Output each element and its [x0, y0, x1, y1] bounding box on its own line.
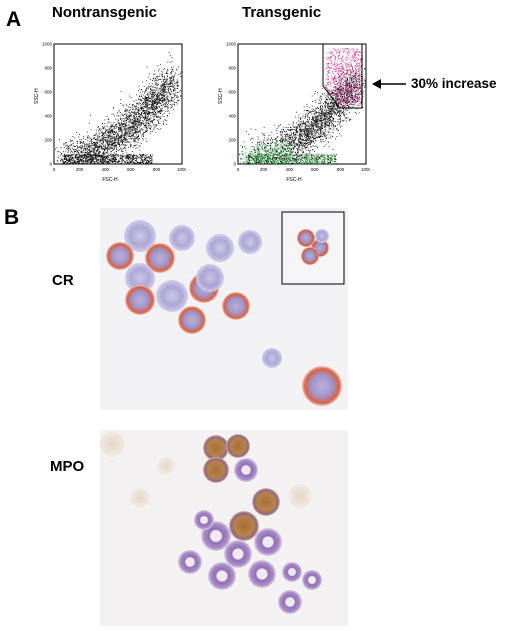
x-tick-label: 600 — [127, 167, 135, 172]
y-tick-label: 0 — [49, 162, 52, 167]
y-axis-label: SSC-H — [34, 88, 40, 104]
flow-plot-nontransgenic-svg: SSC-H FSC-H 0 200 400 600 800 1000 0 200 400 600… — [34, 42, 188, 184]
x-tick-label: 600 — [311, 167, 319, 172]
y-axis-label: SSC-H — [218, 88, 224, 104]
gate-region — [322, 44, 363, 109]
x-tick-label: 1000 — [361, 167, 370, 172]
y-tick-label: 600 — [44, 90, 52, 95]
x-tick-label: 400 — [101, 167, 109, 172]
x-tick-label: 800 — [337, 167, 345, 172]
y-tick-label: 400 — [228, 114, 236, 119]
cr-label: CR — [52, 272, 74, 289]
mpo-label: MPO — [50, 458, 85, 475]
arrow-icon — [372, 79, 406, 89]
mpo-micrograph-svg — [99, 430, 348, 626]
x-tick-label: 400 — [285, 167, 293, 172]
cr-micrograph-svg — [100, 208, 348, 410]
plot-title-nontransgenic: Nontransgenic — [52, 4, 158, 21]
x-tick-label: 0 — [237, 167, 240, 172]
x-axis-label: FSC-H — [102, 177, 118, 183]
y-tick-label: 1000 — [42, 42, 53, 47]
x-tick-label: 0 — [53, 167, 56, 172]
mpo-micrograph — [99, 430, 348, 626]
y-tick-label: 200 — [44, 138, 52, 143]
panel-a-letter: A — [6, 8, 22, 31]
increase-annotation: 30% increase — [411, 76, 497, 91]
flow-plot-nontransgenic: SSC-H FSC-H 0 200 400 600 800 1000 0 200 400 600… — [32, 42, 188, 184]
y-tick-label: 0 — [233, 162, 236, 167]
y-tick-label: 600 — [228, 90, 236, 95]
x-tick-label: 200 — [260, 167, 268, 172]
x-tick-label: 200 — [76, 167, 84, 172]
x-axis-label: FSC-H — [286, 177, 302, 183]
y-tick-label: 1000 — [226, 42, 237, 47]
y-tick-label: 200 — [228, 138, 236, 143]
y-tick-label: 800 — [228, 66, 236, 71]
y-tick-label: 800 — [44, 66, 52, 71]
x-tick-label: 1000 — [177, 167, 186, 172]
x-tick-label: 800 — [153, 167, 161, 172]
panel-b-letter: B — [4, 206, 20, 229]
y-tick-label: 400 — [44, 114, 52, 119]
flow-plot-transgenic: SSC-H FSC-H 0 200 400 600 800 1000 0 200 400 600… — [216, 42, 372, 184]
flow-plot-transgenic-svg: SSC-H FSC-H 0 200 400 600 800 1000 0 200 400 600… — [218, 42, 372, 184]
cr-micrograph — [100, 208, 348, 410]
plot-title-transgenic: Transgenic — [242, 4, 322, 21]
